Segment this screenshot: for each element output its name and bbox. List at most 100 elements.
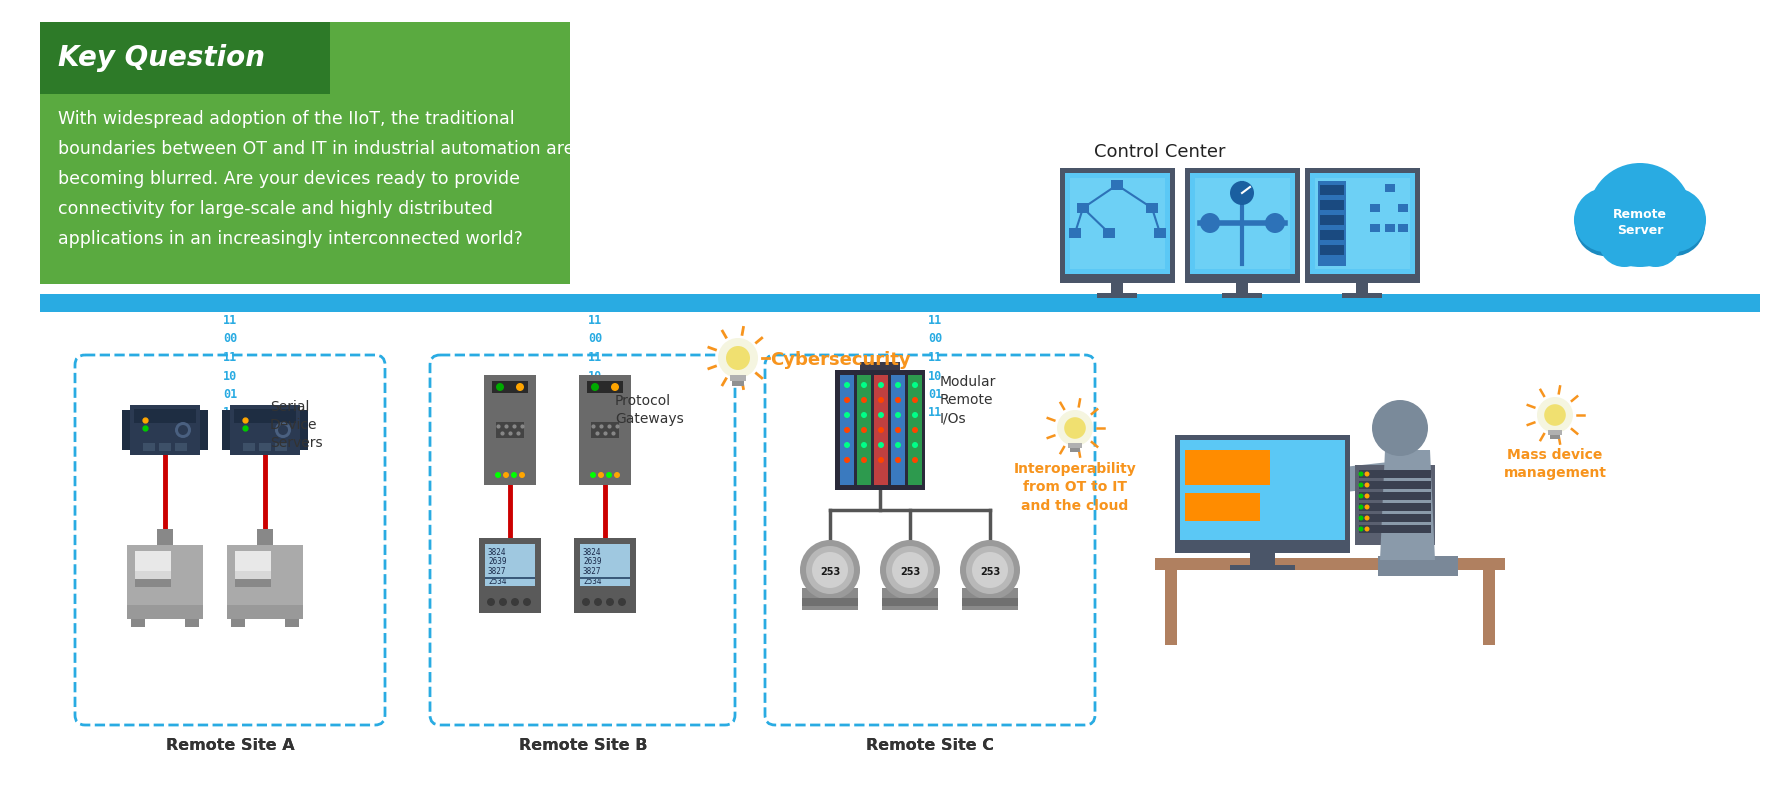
FancyBboxPatch shape <box>257 529 273 545</box>
Circle shape <box>1372 400 1428 456</box>
Circle shape <box>727 346 750 370</box>
Text: boundaries between OT and IT in industrial automation are: boundaries between OT and IT in industri… <box>58 140 574 158</box>
Circle shape <box>597 472 604 478</box>
FancyBboxPatch shape <box>858 375 872 485</box>
FancyBboxPatch shape <box>243 443 255 451</box>
Circle shape <box>913 442 918 448</box>
Circle shape <box>843 397 851 403</box>
FancyBboxPatch shape <box>859 362 900 370</box>
FancyBboxPatch shape <box>1069 443 1083 448</box>
Circle shape <box>1643 194 1705 256</box>
Circle shape <box>1364 504 1370 509</box>
Text: Modular
Remote
I/Os: Modular Remote I/Os <box>939 374 996 425</box>
Text: Remote Site B: Remote Site B <box>519 738 647 752</box>
FancyBboxPatch shape <box>478 538 540 613</box>
Text: Remote
Server: Remote Server <box>1613 208 1667 237</box>
FancyBboxPatch shape <box>874 375 888 485</box>
Circle shape <box>611 383 618 391</box>
FancyBboxPatch shape <box>1370 204 1380 212</box>
Circle shape <box>966 546 1014 594</box>
FancyBboxPatch shape <box>128 605 204 619</box>
Circle shape <box>886 546 934 594</box>
Text: 11
00
11
10
01
11: 11 00 11 10 01 11 <box>223 314 237 420</box>
FancyBboxPatch shape <box>1356 465 1435 545</box>
Circle shape <box>618 598 626 606</box>
FancyBboxPatch shape <box>1320 200 1343 210</box>
Circle shape <box>175 422 191 438</box>
FancyBboxPatch shape <box>1483 570 1496 645</box>
FancyBboxPatch shape <box>184 619 198 627</box>
Circle shape <box>510 472 517 478</box>
Circle shape <box>487 598 494 606</box>
FancyBboxPatch shape <box>1180 440 1345 540</box>
Circle shape <box>806 546 854 594</box>
Circle shape <box>278 425 289 435</box>
Circle shape <box>523 598 532 606</box>
Circle shape <box>1230 181 1255 205</box>
Text: Protocol
Gateways: Protocol Gateways <box>615 394 684 426</box>
FancyBboxPatch shape <box>1550 435 1559 439</box>
Circle shape <box>1265 213 1285 233</box>
Circle shape <box>877 457 884 463</box>
FancyBboxPatch shape <box>1191 173 1295 274</box>
Circle shape <box>895 457 900 463</box>
FancyBboxPatch shape <box>803 598 858 606</box>
FancyBboxPatch shape <box>962 598 1017 606</box>
FancyBboxPatch shape <box>122 410 129 450</box>
Circle shape <box>594 598 602 606</box>
Circle shape <box>1536 397 1574 433</box>
FancyBboxPatch shape <box>1320 245 1343 255</box>
FancyBboxPatch shape <box>131 619 145 627</box>
Circle shape <box>1364 526 1370 532</box>
FancyBboxPatch shape <box>128 545 204 605</box>
Circle shape <box>1364 494 1370 499</box>
Circle shape <box>503 472 509 478</box>
FancyBboxPatch shape <box>1230 565 1295 570</box>
FancyBboxPatch shape <box>1318 181 1347 266</box>
Circle shape <box>843 457 851 463</box>
Circle shape <box>1364 516 1370 521</box>
FancyBboxPatch shape <box>1359 492 1432 500</box>
Text: connectivity for large-scale and highly distributed: connectivity for large-scale and highly … <box>58 200 493 218</box>
Text: 253: 253 <box>820 567 840 577</box>
FancyBboxPatch shape <box>1194 178 1290 269</box>
FancyBboxPatch shape <box>962 588 1017 610</box>
FancyBboxPatch shape <box>1155 558 1504 570</box>
Text: 3824: 3824 <box>487 548 507 557</box>
FancyBboxPatch shape <box>1398 204 1409 212</box>
Circle shape <box>1574 188 1639 253</box>
Circle shape <box>877 412 884 418</box>
FancyBboxPatch shape <box>144 443 154 451</box>
Circle shape <box>913 457 918 463</box>
Circle shape <box>590 472 595 478</box>
Circle shape <box>500 598 507 606</box>
Circle shape <box>913 412 918 418</box>
FancyBboxPatch shape <box>1102 228 1115 238</box>
Circle shape <box>1359 494 1363 499</box>
FancyBboxPatch shape <box>1359 470 1432 478</box>
Circle shape <box>891 552 929 588</box>
FancyBboxPatch shape <box>227 605 303 619</box>
FancyBboxPatch shape <box>1320 185 1343 195</box>
Circle shape <box>843 382 851 388</box>
Text: 11
00
11
10
01
11: 11 00 11 10 01 11 <box>588 314 602 420</box>
Circle shape <box>960 540 1021 600</box>
Text: 2534: 2534 <box>583 576 601 586</box>
FancyBboxPatch shape <box>1386 224 1395 232</box>
Text: Interoperability
from OT to IT
and the cloud: Interoperability from OT to IT and the c… <box>1014 462 1136 512</box>
Text: Key Question: Key Question <box>58 44 266 72</box>
FancyBboxPatch shape <box>1065 173 1170 274</box>
Circle shape <box>799 540 859 600</box>
FancyBboxPatch shape <box>579 544 631 586</box>
FancyBboxPatch shape <box>579 375 631 485</box>
Circle shape <box>913 427 918 433</box>
FancyBboxPatch shape <box>158 529 174 545</box>
FancyBboxPatch shape <box>1223 293 1262 298</box>
Text: 3827: 3827 <box>583 567 601 576</box>
Circle shape <box>1364 471 1370 476</box>
Circle shape <box>861 412 867 418</box>
FancyBboxPatch shape <box>882 598 937 606</box>
FancyBboxPatch shape <box>236 579 271 587</box>
FancyBboxPatch shape <box>496 422 525 438</box>
FancyBboxPatch shape <box>222 410 230 450</box>
